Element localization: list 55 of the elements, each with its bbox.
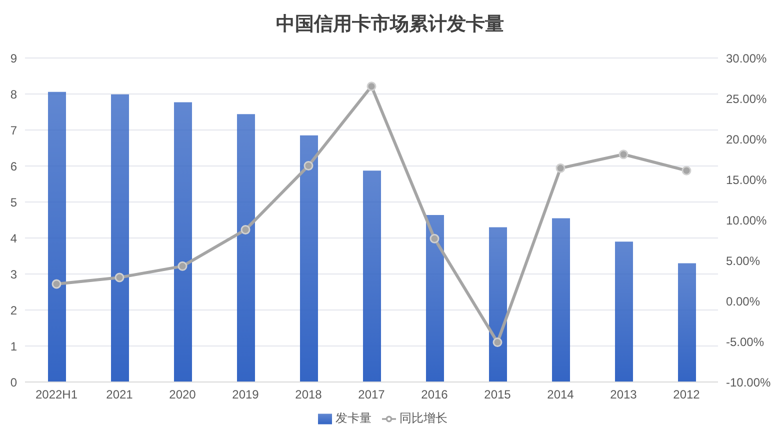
y-tick-label: 4	[10, 231, 18, 246]
y2-tick-label: 5.00%	[726, 254, 760, 268]
y-tick-label: 5	[10, 195, 18, 210]
y2-tick-label: 0.00%	[726, 294, 760, 308]
x-tick-label: 2018	[295, 388, 322, 402]
x-tick-label: 2012	[673, 388, 700, 402]
point	[52, 279, 62, 289]
y2-tick-label: 25.00%	[726, 92, 768, 106]
bar	[174, 102, 192, 382]
bar	[111, 94, 129, 382]
point	[240, 224, 250, 234]
y-tick-label: 2	[10, 303, 18, 318]
y2-tick-label: 15.00%	[726, 172, 768, 187]
x-tick-label: 2016	[421, 388, 448, 402]
x-tick-label: 2019	[232, 388, 260, 402]
y-tick-label: 6	[10, 159, 18, 174]
point	[618, 150, 628, 160]
point	[556, 163, 566, 173]
bar	[678, 263, 696, 382]
bar	[363, 170, 381, 382]
y2-tick-label: -5.00%	[726, 334, 764, 349]
bar	[552, 218, 570, 382]
chart-title: 中国信用卡市场累计发卡量	[275, 12, 505, 37]
y-tick-label: 1	[10, 339, 18, 354]
y-tick-label: 8	[10, 87, 18, 102]
bar	[237, 114, 255, 382]
x-tick-label: 2022H1	[35, 388, 78, 402]
y-tick-label: 7	[10, 123, 18, 138]
y2-tick-label: 10.00%	[726, 213, 768, 228]
x-tick-label: 2014	[547, 388, 574, 402]
point	[304, 160, 314, 170]
y2-tick-label: -10.00%	[726, 375, 772, 390]
x-tick-label: 2020	[169, 388, 196, 402]
y-tick-label: 0	[10, 375, 18, 390]
y2-tick-label: 20.00%	[726, 132, 768, 146]
x-tick-label: 2021	[106, 388, 134, 402]
bar	[489, 227, 507, 382]
x-tick-label: 2015	[484, 388, 512, 402]
bar	[426, 214, 444, 382]
y2-tick-label: 30.00%	[726, 51, 768, 66]
bar	[615, 242, 633, 382]
x-tick-label: 2013	[610, 388, 638, 402]
y-tick-label: 3	[10, 267, 18, 282]
bar	[300, 135, 318, 382]
y-tick-label: 9	[10, 51, 18, 66]
legend-label: 发卡量	[336, 411, 372, 425]
point	[492, 338, 502, 348]
bar	[48, 92, 66, 382]
point	[430, 234, 440, 244]
point	[682, 166, 692, 176]
point	[366, 82, 376, 92]
point	[178, 261, 188, 271]
x-tick-label: 2017	[358, 388, 386, 402]
point	[114, 272, 124, 282]
legend-label: 同比增长	[400, 411, 448, 425]
